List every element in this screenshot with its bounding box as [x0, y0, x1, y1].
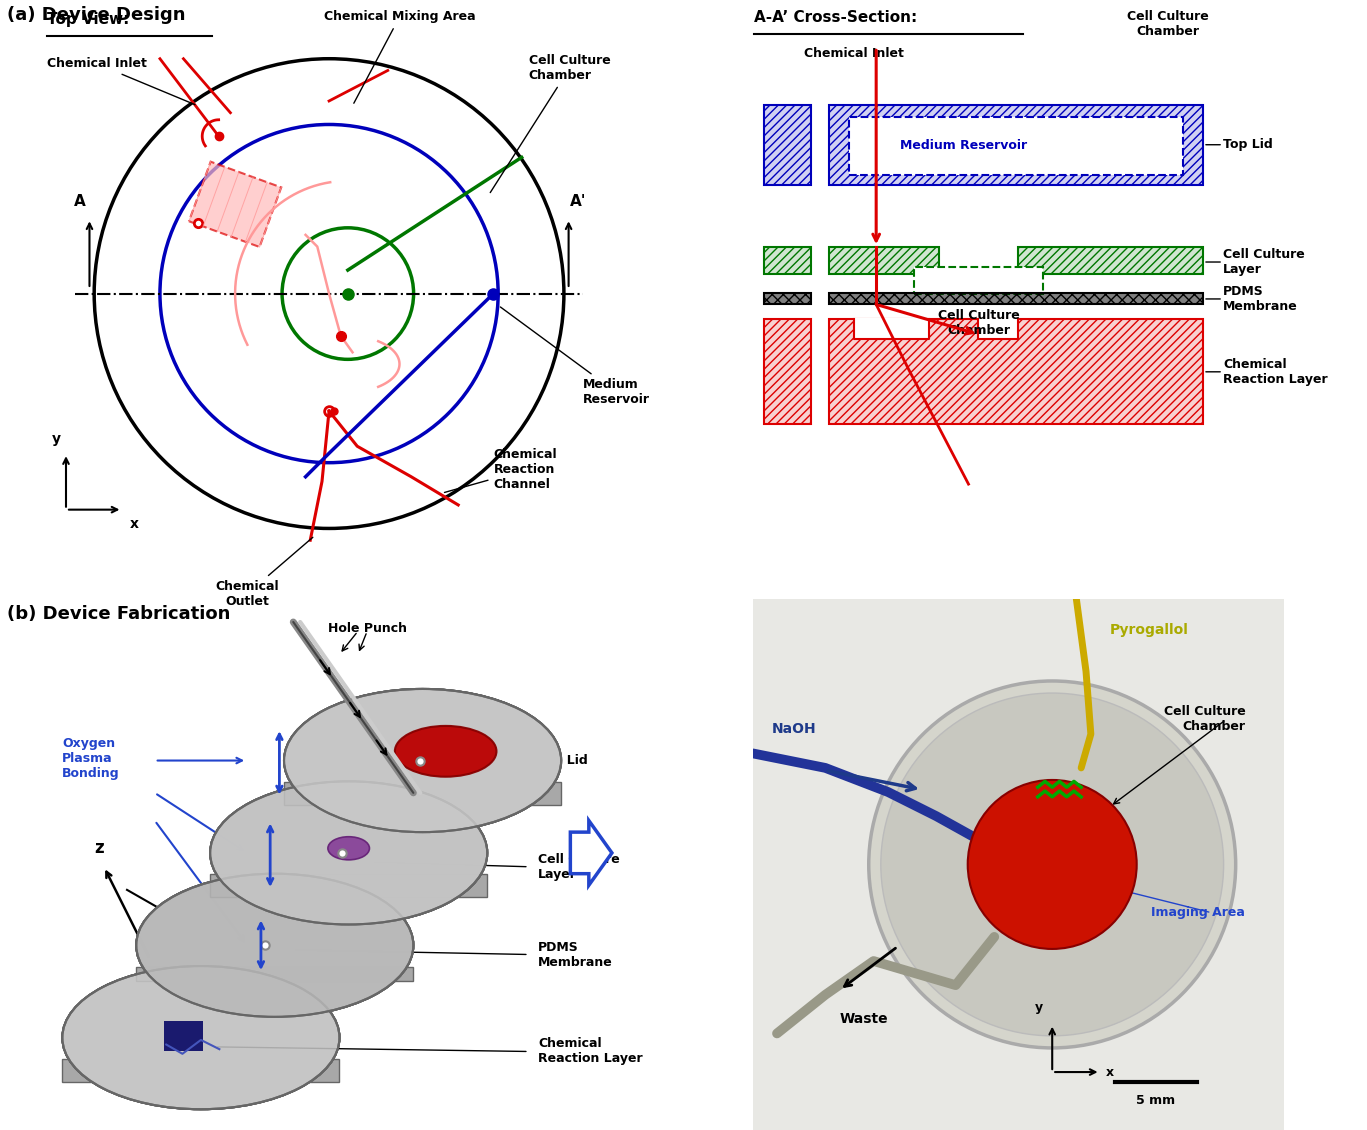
Bar — [764, 294, 811, 304]
FancyBboxPatch shape — [189, 162, 282, 247]
Ellipse shape — [137, 873, 413, 1017]
Text: Chemical
Outlet: Chemical Outlet — [215, 537, 313, 608]
Bar — [1018, 247, 1203, 275]
Text: PDMS
Membrane: PDMS Membrane — [539, 940, 612, 968]
Ellipse shape — [211, 781, 487, 924]
Text: Cell Culture
Chamber: Cell Culture Chamber — [938, 310, 1020, 338]
Circle shape — [869, 681, 1236, 1048]
Text: Cell Culture
Chamber: Cell Culture Chamber — [1163, 705, 1245, 733]
Text: Top Lid: Top Lid — [1223, 138, 1273, 151]
Text: A-A’ Cross-Section:: A-A’ Cross-Section: — [755, 10, 917, 25]
Text: (b) Device Fabrication: (b) Device Fabrication — [7, 605, 230, 623]
Text: Oxygen
Plasma
Bonding: Oxygen Plasma Bonding — [63, 738, 120, 781]
Text: y: y — [52, 433, 62, 446]
Ellipse shape — [284, 689, 560, 832]
Text: Chemical
Reaction
Channel: Chemical Reaction Channel — [444, 449, 558, 493]
Text: y: y — [1035, 1001, 1043, 1014]
Bar — [849, 118, 1182, 175]
Polygon shape — [63, 1059, 339, 1083]
Bar — [764, 320, 811, 424]
Ellipse shape — [211, 781, 487, 924]
Text: Cell Culture
Layer: Cell Culture Layer — [1223, 247, 1304, 276]
Bar — [828, 294, 1203, 304]
Polygon shape — [284, 782, 560, 805]
Text: 5 mm: 5 mm — [1136, 1094, 1176, 1106]
Ellipse shape — [284, 689, 560, 832]
Polygon shape — [211, 875, 487, 897]
Text: A: A — [74, 194, 86, 209]
Text: Cell Culture
Chamber: Cell Culture Chamber — [1128, 10, 1208, 38]
Text: Top View:: Top View: — [48, 11, 130, 27]
Text: A': A' — [570, 194, 586, 209]
Text: Chemical
Reaction Layer: Chemical Reaction Layer — [539, 1037, 642, 1066]
Polygon shape — [137, 967, 413, 981]
Ellipse shape — [137, 873, 413, 1017]
Bar — [828, 320, 1203, 424]
FancyBboxPatch shape — [164, 1022, 204, 1052]
Bar — [828, 247, 939, 275]
Bar — [913, 267, 1043, 295]
Text: x: x — [130, 516, 138, 531]
Text: Chemical Inlet: Chemical Inlet — [48, 58, 195, 105]
Ellipse shape — [284, 689, 560, 832]
Bar — [828, 105, 1203, 184]
Ellipse shape — [63, 966, 339, 1110]
Bar — [764, 105, 811, 184]
Text: Pyrogallol: Pyrogallol — [1110, 623, 1189, 637]
Text: Chemical
Reaction Layer: Chemical Reaction Layer — [1223, 358, 1327, 385]
Text: Top Lid: Top Lid — [539, 754, 588, 767]
Text: PDMS
Membrane: PDMS Membrane — [1223, 285, 1297, 313]
Text: z: z — [94, 838, 104, 857]
Ellipse shape — [395, 725, 496, 776]
Ellipse shape — [137, 873, 413, 1017]
Text: Chemical Mixing Area: Chemical Mixing Area — [324, 10, 476, 103]
Text: Hole Punch: Hole Punch — [328, 622, 406, 635]
Ellipse shape — [63, 966, 339, 1110]
Bar — [764, 320, 811, 424]
Text: Cell Culture
Chamber: Cell Culture Chamber — [491, 54, 611, 192]
Text: (a) Device Design: (a) Device Design — [7, 6, 186, 24]
Ellipse shape — [328, 836, 369, 860]
Text: NaOH: NaOH — [772, 722, 817, 737]
Text: Chemical Inlet: Chemical Inlet — [804, 47, 904, 60]
Circle shape — [880, 693, 1223, 1036]
Bar — [828, 320, 1203, 424]
Text: Cell Culture
Layer: Cell Culture Layer — [539, 853, 619, 880]
Ellipse shape — [63, 966, 339, 1110]
Bar — [1018, 247, 1203, 275]
Bar — [828, 247, 939, 275]
FancyArrow shape — [570, 820, 612, 885]
Bar — [854, 319, 928, 339]
Bar — [764, 247, 811, 275]
Bar — [764, 294, 811, 304]
Bar — [764, 105, 811, 184]
Bar — [764, 247, 811, 275]
Text: Imaging Area: Imaging Area — [1151, 906, 1245, 919]
Text: Medium
Reservoir: Medium Reservoir — [500, 307, 649, 406]
Text: Waste: Waste — [839, 1012, 889, 1026]
Circle shape — [968, 780, 1137, 949]
Text: Medium Reservoir: Medium Reservoir — [899, 139, 1027, 153]
Bar — [828, 105, 1203, 184]
Ellipse shape — [211, 781, 487, 924]
Bar — [828, 294, 1203, 304]
Text: x: x — [1106, 1066, 1114, 1078]
Bar — [979, 319, 1018, 339]
